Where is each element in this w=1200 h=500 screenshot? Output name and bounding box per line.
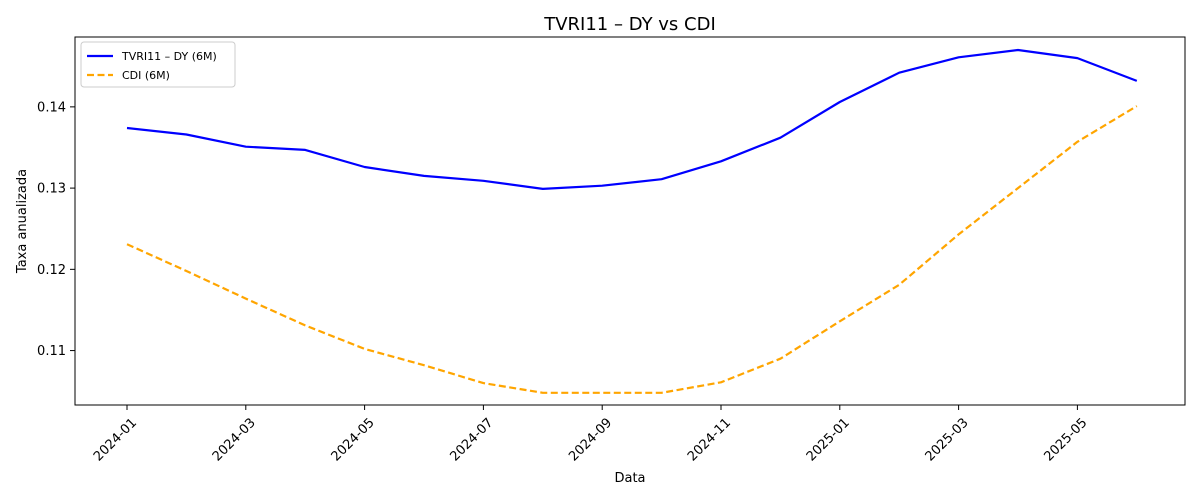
legend: TVRI11 – DY (6M) CDI (6M) — [80, 41, 236, 88]
plot-area — [74, 36, 1186, 406]
chart-title: TVRI11 – DY vs CDI — [543, 14, 716, 35]
y-tick-label: 0.12 — [37, 263, 66, 278]
x-tick-label: 2024-09 — [566, 415, 615, 464]
y-axis: 0.11 0.12 0.13 0.14 — [37, 100, 75, 359]
x-tick-label: 2024-01 — [91, 415, 140, 464]
x-tick-label: 2025-01 — [804, 415, 853, 464]
x-tick-label: 2024-11 — [685, 415, 734, 464]
y-tick-label: 0.13 — [37, 182, 66, 197]
series-line-1 — [126, 105, 1138, 394]
series-line-0 — [126, 48, 1138, 190]
legend-label-cdi: CDI (6M) — [122, 69, 170, 82]
x-tick-label: 2024-07 — [447, 415, 496, 464]
x-axis-label: Data — [614, 471, 645, 486]
y-axis-label: Taxa anualizada — [15, 169, 30, 274]
x-tick-label: 2024-05 — [329, 415, 378, 464]
series-lines — [126, 48, 1138, 394]
x-tick-label: 2025-03 — [923, 415, 972, 464]
x-tick-label: 2024-03 — [210, 415, 259, 464]
legend-label-dy: TVRI11 – DY (6M) — [121, 50, 217, 63]
x-axis: 2024-01 2024-03 2024-05 2024-07 2024-09 2024-… — [91, 405, 1090, 464]
y-tick-label: 0.11 — [37, 344, 66, 359]
y-tick-label: 0.14 — [37, 100, 66, 115]
legend-box — [80, 41, 236, 88]
x-tick-label: 2025-05 — [1041, 415, 1090, 464]
